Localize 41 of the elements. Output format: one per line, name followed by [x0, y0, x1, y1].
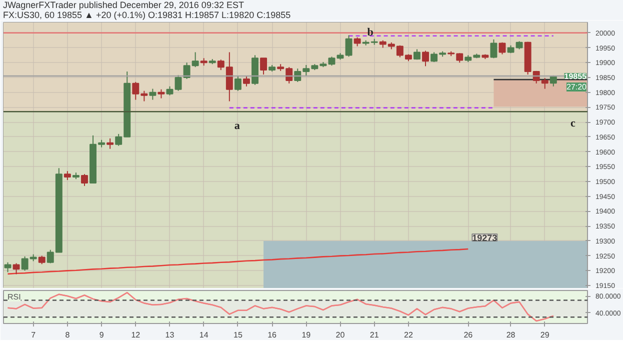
candlestick [422, 50, 429, 67]
x-tick-label: 9 [99, 330, 104, 340]
candlestick [106, 138, 114, 150]
candlestick [4, 262, 12, 273]
candlestick [242, 75, 250, 87]
x-tick-label: 12 [131, 330, 141, 340]
x-tick-label: 15 [234, 330, 243, 340]
candlestick [140, 90, 148, 102]
x-tick-label: 8 [65, 330, 70, 340]
text: c [570, 118, 576, 130]
candlestick [132, 81, 140, 100]
line-series [7, 248, 469, 275]
x-tick-label: 19 [302, 330, 312, 340]
candlestick [260, 58, 268, 76]
x-tick-label: 13 [165, 330, 175, 340]
candlestick [234, 75, 242, 92]
ref-line-label: 19855 [564, 72, 588, 81]
candlestick [81, 174, 88, 186]
x-tick-label: 7 [31, 330, 36, 340]
candlestick [498, 42, 506, 55]
candlestick [226, 52, 233, 102]
candlestick [12, 262, 20, 275]
candlestick [490, 38, 498, 59]
annotation: a [234, 120, 240, 132]
text: 27:20 [566, 82, 588, 92]
chart-title: JWagnerFXTrader published December 29, 2016 09:32 EST [3, 0, 244, 10]
x-tick-label: 26 [464, 330, 474, 340]
candlestick [217, 59, 224, 71]
x-tick-label: 28 [506, 330, 516, 340]
x-tick-label: 14 [199, 330, 209, 340]
annotation: b [367, 26, 374, 39]
candlestick [345, 34, 352, 58]
x-tick-label: 21 [370, 330, 380, 340]
annotation: 19273 [472, 232, 498, 243]
x-tick-label: 16 [268, 330, 278, 340]
x-tick-label: 20 [336, 330, 346, 340]
chart-subtitle: FX:US30, 60 19855 ▲ +20 (+0.1%) O:19831 H:19857 L:19820 C:19855 [3, 10, 291, 20]
x-tick-label: 29 [540, 330, 550, 340]
chart-title: RSI [8, 292, 21, 302]
x-tick-label: 22 [404, 330, 414, 340]
candlestick [149, 88, 156, 100]
